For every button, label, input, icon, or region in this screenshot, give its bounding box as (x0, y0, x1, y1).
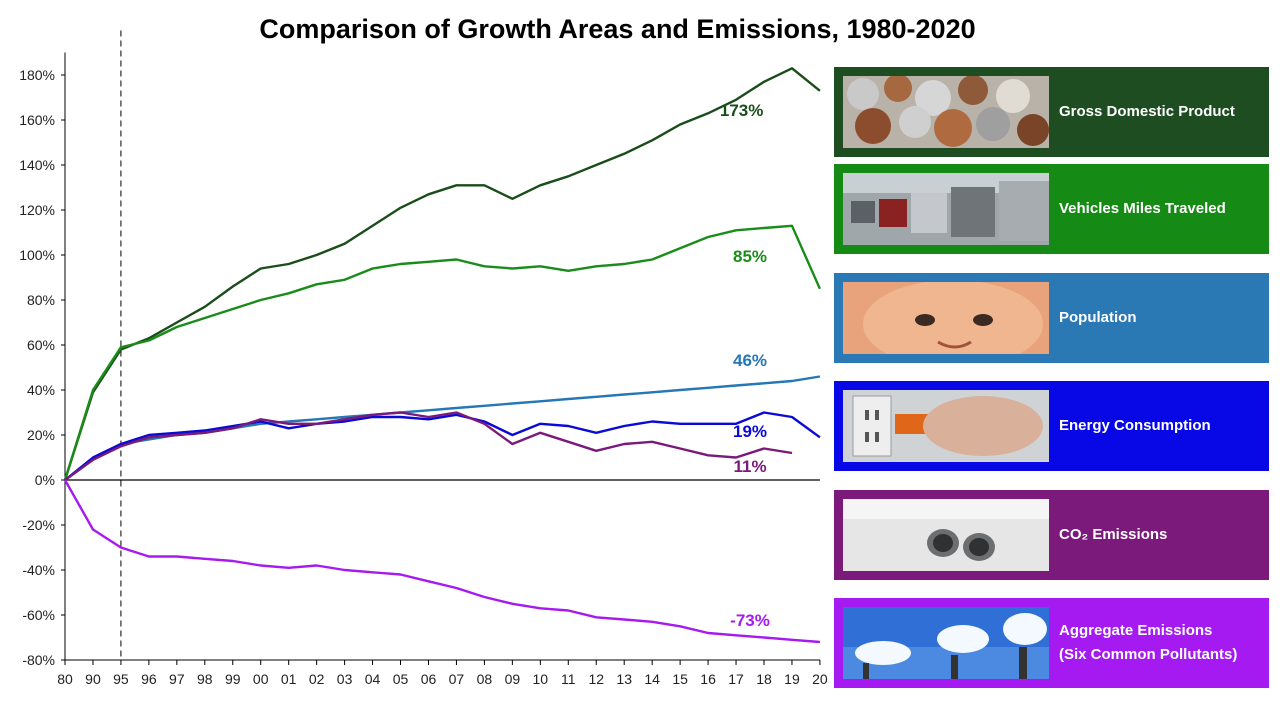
x-tick-label: 06 (421, 671, 437, 687)
x-tick-label: 14 (644, 671, 660, 687)
chart-title: Comparison of Growth Areas and Emissions… (259, 14, 976, 44)
traffic-photo (843, 173, 1049, 245)
x-tick-label: 01 (281, 671, 297, 687)
end-label-co-emissions: 11% (733, 457, 766, 476)
coins-photo (843, 76, 1049, 148)
legend-label-line1: Aggregate Emissions (1059, 622, 1213, 639)
legend-item: Aggregate Emissions (Six Common Pollutant… (834, 598, 1269, 688)
smokestacks-photo (843, 607, 1049, 679)
y-tick-label: -60% (22, 607, 55, 623)
legend-label: Population (1059, 273, 1264, 363)
series-line-population (64, 375, 821, 481)
legend-label-line1: Gross Domestic Product (1059, 103, 1235, 120)
x-tick-label: 00 (253, 671, 269, 687)
x-tick-label: 12 (588, 671, 604, 687)
y-tick-label: 80% (27, 292, 55, 308)
end-label-energy-consumption: 19% (733, 422, 767, 441)
legend-label: Gross Domestic Product (1059, 67, 1264, 157)
x-tick-label: 98 (197, 671, 213, 687)
series-line-aggregate-emissions-six-common-pollutants (63, 479, 820, 644)
series-line-gross-domestic-product (63, 67, 821, 481)
y-tick-label: 140% (19, 157, 55, 173)
legend-label: Aggregate Emissions (Six Common Pollutant… (1059, 598, 1264, 688)
legend-label: CO₂ Emissions (1059, 490, 1264, 580)
x-tick-label: 07 (449, 671, 465, 687)
x-tick-label: 97 (169, 671, 185, 687)
legend-item: Vehicles Miles Traveled (834, 164, 1269, 254)
legend-label-line1: CO₂ Emissions (1059, 526, 1168, 543)
x-tick-label: 90 (85, 671, 101, 687)
x-tick-label: 16 (700, 671, 716, 687)
series-line-vehicles-miles-traveled (63, 224, 821, 481)
x-tick-label: 02 (309, 671, 325, 687)
y-tick-label: 20% (27, 427, 55, 443)
y-tick-label: 60% (27, 337, 55, 353)
end-label-vehicles-miles-traveled: 85% (733, 247, 767, 266)
y-tick-label: 0% (35, 472, 55, 488)
x-tick-label: 04 (365, 671, 381, 687)
x-tick-label: 99 (225, 671, 241, 687)
x-tick-label: 11 (561, 671, 576, 687)
legend-item: Energy Consumption (834, 381, 1269, 471)
y-tick-label: 100% (19, 247, 55, 263)
x-tick-label: 05 (393, 671, 409, 687)
y-tick-label: -40% (22, 562, 55, 578)
y-tick-label: 160% (19, 112, 55, 128)
end-label-aggregate-emissions-six-common-pollutants: -73% (730, 611, 770, 630)
series-line-co-emissions (64, 411, 793, 481)
legend-label: Vehicles Miles Traveled (1059, 164, 1264, 254)
x-tick-label: 09 (505, 671, 521, 687)
legend-label: Energy Consumption (1059, 381, 1264, 471)
series-line-energy-consumption (64, 411, 821, 481)
y-tick-label: -80% (22, 652, 55, 668)
x-tick-label: 17 (728, 671, 744, 687)
legend-item: CO₂ Emissions (834, 490, 1269, 580)
x-tick-label: 96 (141, 671, 157, 687)
x-tick-label: 18 (756, 671, 772, 687)
legend-item: Gross Domestic Product (834, 67, 1269, 157)
x-tick-label: 10 (533, 671, 549, 687)
legend-label-line1: Population (1059, 309, 1137, 326)
x-tick-label: 13 (616, 671, 632, 687)
x-tick-label: 20 (812, 671, 828, 687)
y-tick-label: 180% (19, 67, 55, 83)
y-tick-label: -20% (22, 517, 55, 533)
x-tick-label: 80 (57, 671, 73, 687)
legend-item: Population (834, 273, 1269, 363)
x-tick-label: 19 (784, 671, 800, 687)
y-tick-label: 120% (19, 202, 55, 218)
end-label-gross-domestic-product: 173% (720, 101, 763, 120)
exhaust-pipe-photo (843, 499, 1049, 571)
x-tick-label: 03 (337, 671, 353, 687)
x-tick-label: 15 (672, 671, 688, 687)
legend-label-line1: Energy Consumption (1059, 417, 1211, 434)
line-chart: -80% -60% -40% -20% 0% 20% 40% 60% 80% 100% 120% 14… (19, 30, 828, 687)
y-tick-label: 40% (27, 382, 55, 398)
baby-photo (843, 282, 1049, 354)
power-plug-photo (843, 390, 1049, 462)
legend-label-line1: Vehicles Miles Traveled (1059, 200, 1226, 217)
legend-label-line2: (Six Common Pollutants) (1059, 646, 1238, 663)
x-tick-label: 95 (113, 671, 129, 687)
x-tick-label: 08 (477, 671, 493, 687)
end-label-population: 46% (733, 351, 767, 370)
